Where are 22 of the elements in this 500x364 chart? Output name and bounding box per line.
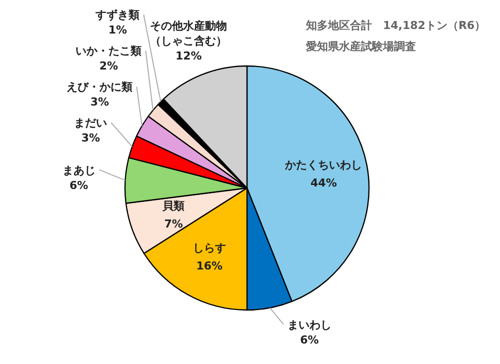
slice-label: 貝類 (162, 199, 185, 212)
slice-label: まいわし (287, 318, 332, 332)
data-label: 16% (196, 259, 223, 272)
slice-label: いか・たこ類 (76, 44, 142, 58)
data-label: 3% (90, 96, 110, 109)
slice-label: まだい (74, 116, 108, 130)
data-label: 12% (175, 50, 202, 63)
data-label: 6% (300, 333, 319, 346)
data-label: 44% (310, 176, 337, 190)
slice-label: すずき類 (94, 8, 140, 22)
slice-label: その他水産動物（しゃこ含む） (150, 20, 228, 48)
data-label: 7% (164, 217, 183, 230)
text: 知多地区合計 14,182トン（R6） (305, 19, 486, 32)
slice-label: えび・かに類 (66, 80, 133, 94)
data-label: 1% (108, 24, 128, 37)
data-label: 2% (99, 60, 118, 73)
text: 愛知県水産試験場調査 (306, 40, 416, 53)
data-label: 3% (81, 132, 100, 145)
slice-label: しらす (192, 241, 226, 254)
slice-label: まあじ (62, 164, 96, 177)
data-label: 6% (70, 178, 88, 192)
slice-label: かたくちいわし (284, 158, 362, 172)
